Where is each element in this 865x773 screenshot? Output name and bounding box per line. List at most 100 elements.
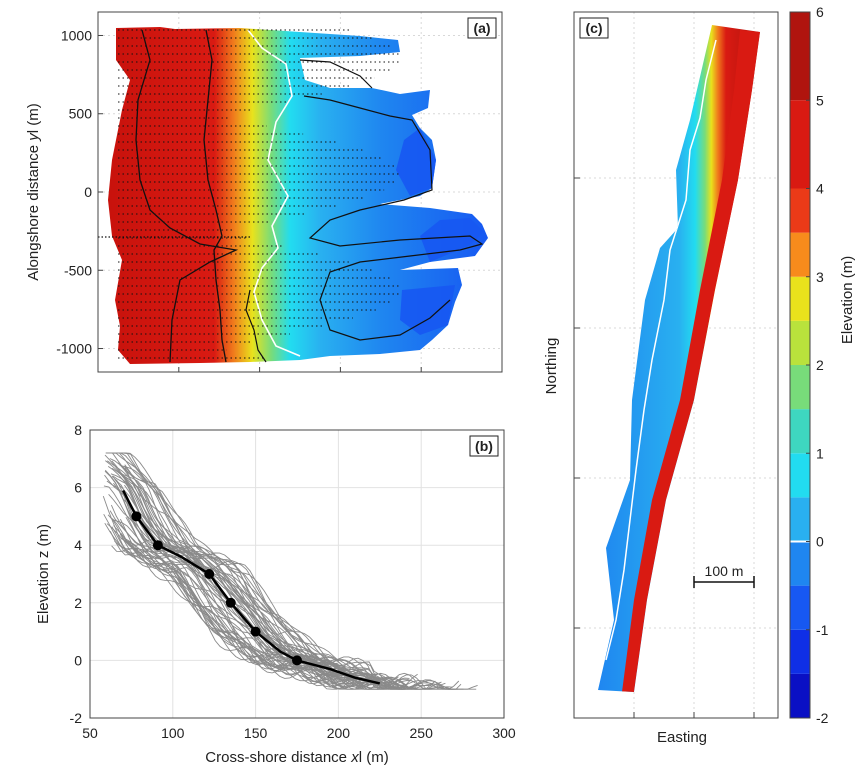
panel-b-xtick-label: 250 <box>410 725 434 741</box>
colorbar-level <box>790 100 810 189</box>
panel-c-elevation-surface <box>598 25 760 692</box>
panel-b-profile-line <box>108 494 442 690</box>
panel-b-xtick-label: 150 <box>244 725 268 741</box>
panel-c-dune-crest-band <box>622 30 760 692</box>
colorbar-level <box>790 409 810 454</box>
panel-a-ytick-label: -1000 <box>56 341 92 357</box>
panel-c-ylabel: Northing <box>543 338 560 395</box>
colorbar-tick-label: -2 <box>816 710 829 726</box>
panel-a-ytick-label: 1000 <box>61 27 92 43</box>
panel-a-ylabel: Alongshore distance yl (m) <box>25 103 42 281</box>
panel-b-ytick-label: 2 <box>74 595 82 611</box>
panel-a: 1000 500 0 -500 -1000 (a) Alongshore distanc… <box>25 11 503 373</box>
colorbar-label: Elevation (m) <box>839 256 856 344</box>
colorbar-level <box>790 629 810 674</box>
panel-b-ytick-label: 8 <box>74 422 82 438</box>
colorbar-level <box>790 541 810 586</box>
colorbar-tick-label: 4 <box>816 181 824 197</box>
colorbar-level <box>790 188 810 233</box>
panel-b: 8 6 4 2 0 -250 100 150 200 250 300 (b) Elevation z… <box>35 422 516 766</box>
panel-c-scale-bar-label: 100 m <box>705 563 744 579</box>
panel-c-label-box: (c) <box>579 17 609 39</box>
panel-b-xtick-label: 300 <box>492 725 516 741</box>
panel-b-marker <box>204 569 215 579</box>
panel-c-scale-bar: 100 m <box>693 563 755 588</box>
panel-a-deep-offshore-zone <box>396 128 484 335</box>
panel-b-profile-line <box>119 472 339 666</box>
colorbar-tick-label: -1 <box>816 622 829 638</box>
panel-b-profile-line <box>124 466 394 690</box>
panel-b-xtick-label: 50 <box>82 725 98 741</box>
panel-b-profile-line <box>117 471 377 682</box>
panel-b-marker <box>131 511 142 522</box>
panel-b-mean-profile <box>122 489 381 685</box>
panel-b-marker <box>250 626 261 637</box>
panel-b-marker <box>152 540 163 551</box>
panel-b-label: (b) <box>475 438 493 454</box>
panel-b-profile-line <box>124 484 339 673</box>
colorbar-tick-label: 1 <box>816 445 824 461</box>
panel-a-ytick-label: -500 <box>64 262 92 278</box>
panel-a-label: (a) <box>473 20 490 36</box>
panel-a-transects <box>98 29 400 359</box>
panel-a-contour-4 <box>245 289 267 363</box>
panel-b-profile-line <box>107 466 422 690</box>
colorbar-tick-label: 5 <box>816 92 824 108</box>
panel-b-ytick-label: -2 <box>70 710 83 726</box>
panel-a-ytick-label: 500 <box>69 106 93 122</box>
colorbar-level <box>790 320 810 365</box>
panel-b-profile-line <box>104 454 409 688</box>
colorbar-tick-label: 6 <box>816 4 824 20</box>
panel-b-xtick-label: 200 <box>327 725 351 741</box>
colorbar-level <box>790 12 810 101</box>
colorbar-level <box>790 673 810 718</box>
panel-c-xlabel: Easting <box>657 729 707 746</box>
panel-b-profile-line <box>111 452 370 675</box>
colorbar-level <box>790 497 810 542</box>
panel-b-marker <box>292 655 302 666</box>
colorbar-level <box>790 585 810 630</box>
panel-a-contour-1 <box>203 29 227 363</box>
panel-b-xlabel: Cross-shore distance xl (m) <box>205 749 388 766</box>
colorbar-level <box>790 232 810 277</box>
panel-c-label: (c) <box>585 20 602 36</box>
panel-a-tick-labels: 1000 500 0 -500 -1000 <box>56 27 503 372</box>
panel-a-elevation-surface <box>108 27 488 364</box>
panel-b-grid <box>89 429 505 719</box>
panel-a-ytick-label: 0 <box>84 184 92 200</box>
panel-a-label-box: (a) <box>467 17 497 39</box>
panel-c: (c) 100 m Northing Easting <box>543 11 779 746</box>
colorbar-levels <box>790 12 810 718</box>
colorbar-level <box>790 365 810 410</box>
colorbar: 6 5 4 3 2 1 0 -1 -2 Elevation (m) <box>789 4 856 726</box>
panel-a-contour-3 <box>299 59 484 341</box>
colorbar-tick-label: 3 <box>816 269 824 285</box>
panel-b-ytick-label: 4 <box>74 537 82 553</box>
colorbar-level <box>790 276 810 321</box>
panel-b-xtick-label: 100 <box>161 725 185 741</box>
panel-b-profile-line <box>107 514 357 690</box>
panel-b-profile-line <box>105 452 394 685</box>
panel-b-profile-line <box>117 452 386 685</box>
panel-b-ytick-label: 6 <box>74 480 82 496</box>
panel-a-zero-contour <box>247 29 301 357</box>
colorbar-tick-label: 2 <box>816 357 824 373</box>
colorbar-level <box>790 453 810 498</box>
colorbar-tick-labels: 6 5 4 3 2 1 0 -1 -2 <box>806 4 829 726</box>
panel-b-profile-line <box>121 472 410 689</box>
panel-b-marker <box>225 597 236 608</box>
panel-b-markers <box>131 511 302 666</box>
panel-b-profile-line <box>124 539 374 690</box>
colorbar-tick-label: 0 <box>816 534 824 550</box>
panel-b-ytick-label: 0 <box>74 652 82 668</box>
panel-b-profile-line <box>107 452 386 687</box>
panel-a-contour-2 <box>135 29 239 363</box>
panel-b-tick-labels: 8 6 4 2 0 -250 100 150 200 250 300 <box>70 422 516 741</box>
panel-b-axes-frame <box>89 429 505 719</box>
panel-b-profile-line <box>124 465 418 690</box>
panel-b-profile-line <box>109 531 399 690</box>
panel-b-profile-line <box>119 518 380 687</box>
panel-b-label-box: (b) <box>469 435 499 457</box>
panel-c-axes-frame <box>573 11 779 719</box>
